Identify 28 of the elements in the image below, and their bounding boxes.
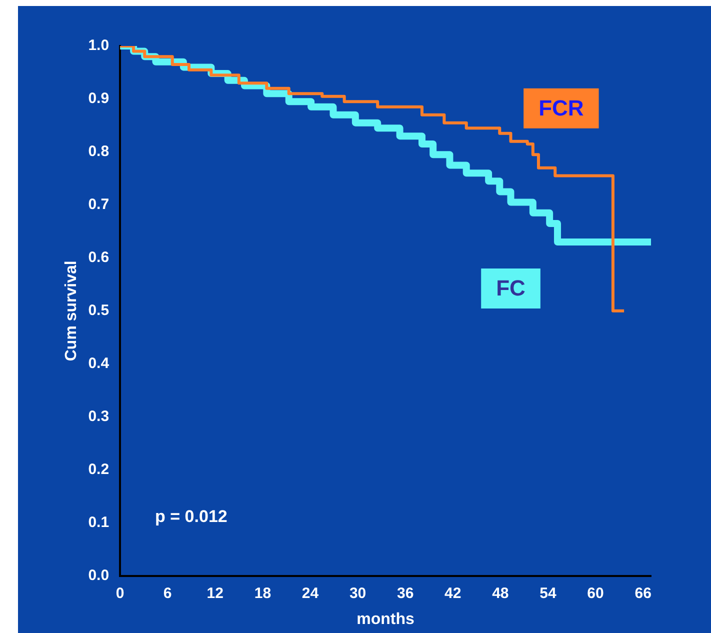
x-tick-label: 6 xyxy=(163,584,172,602)
x-tick-label: 24 xyxy=(302,584,320,602)
text: FC xyxy=(496,276,526,301)
y-tick-label: 0.0 xyxy=(88,566,110,584)
x-tick-label: 60 xyxy=(587,584,604,602)
y-tick-label: 1.0 xyxy=(88,37,110,54)
x-tick-label: 0 xyxy=(116,584,124,602)
y-tick-label: 0.5 xyxy=(88,302,110,320)
x-tick-label: 12 xyxy=(206,584,224,602)
x-tick-label: 66 xyxy=(634,584,652,602)
y-axis-title: Cum survival xyxy=(63,260,80,362)
x-tick-label: 54 xyxy=(540,584,557,602)
y-tick-label: 0.4 xyxy=(88,355,110,372)
y-tick-label: 0.9 xyxy=(88,90,110,108)
x-tick-label: 18 xyxy=(254,584,272,602)
y-tick-label: 0.7 xyxy=(88,196,110,214)
annotation: p = 0.012 xyxy=(155,507,228,526)
y-tick-label: 0.2 xyxy=(88,460,110,478)
x-tick-label: 30 xyxy=(349,584,366,602)
y-tick-label: 0.8 xyxy=(88,143,110,160)
y-tick-label: 0.1 xyxy=(88,514,110,531)
x-tick-label: 42 xyxy=(444,584,462,602)
y-tick-label: 0.6 xyxy=(88,249,110,266)
x-axis-title: months xyxy=(356,610,415,628)
y-tick-label: 0.3 xyxy=(88,408,110,425)
series-label: FCR xyxy=(538,95,584,120)
x-tick-label: 36 xyxy=(396,584,414,602)
x-tick-label: 48 xyxy=(492,584,509,602)
